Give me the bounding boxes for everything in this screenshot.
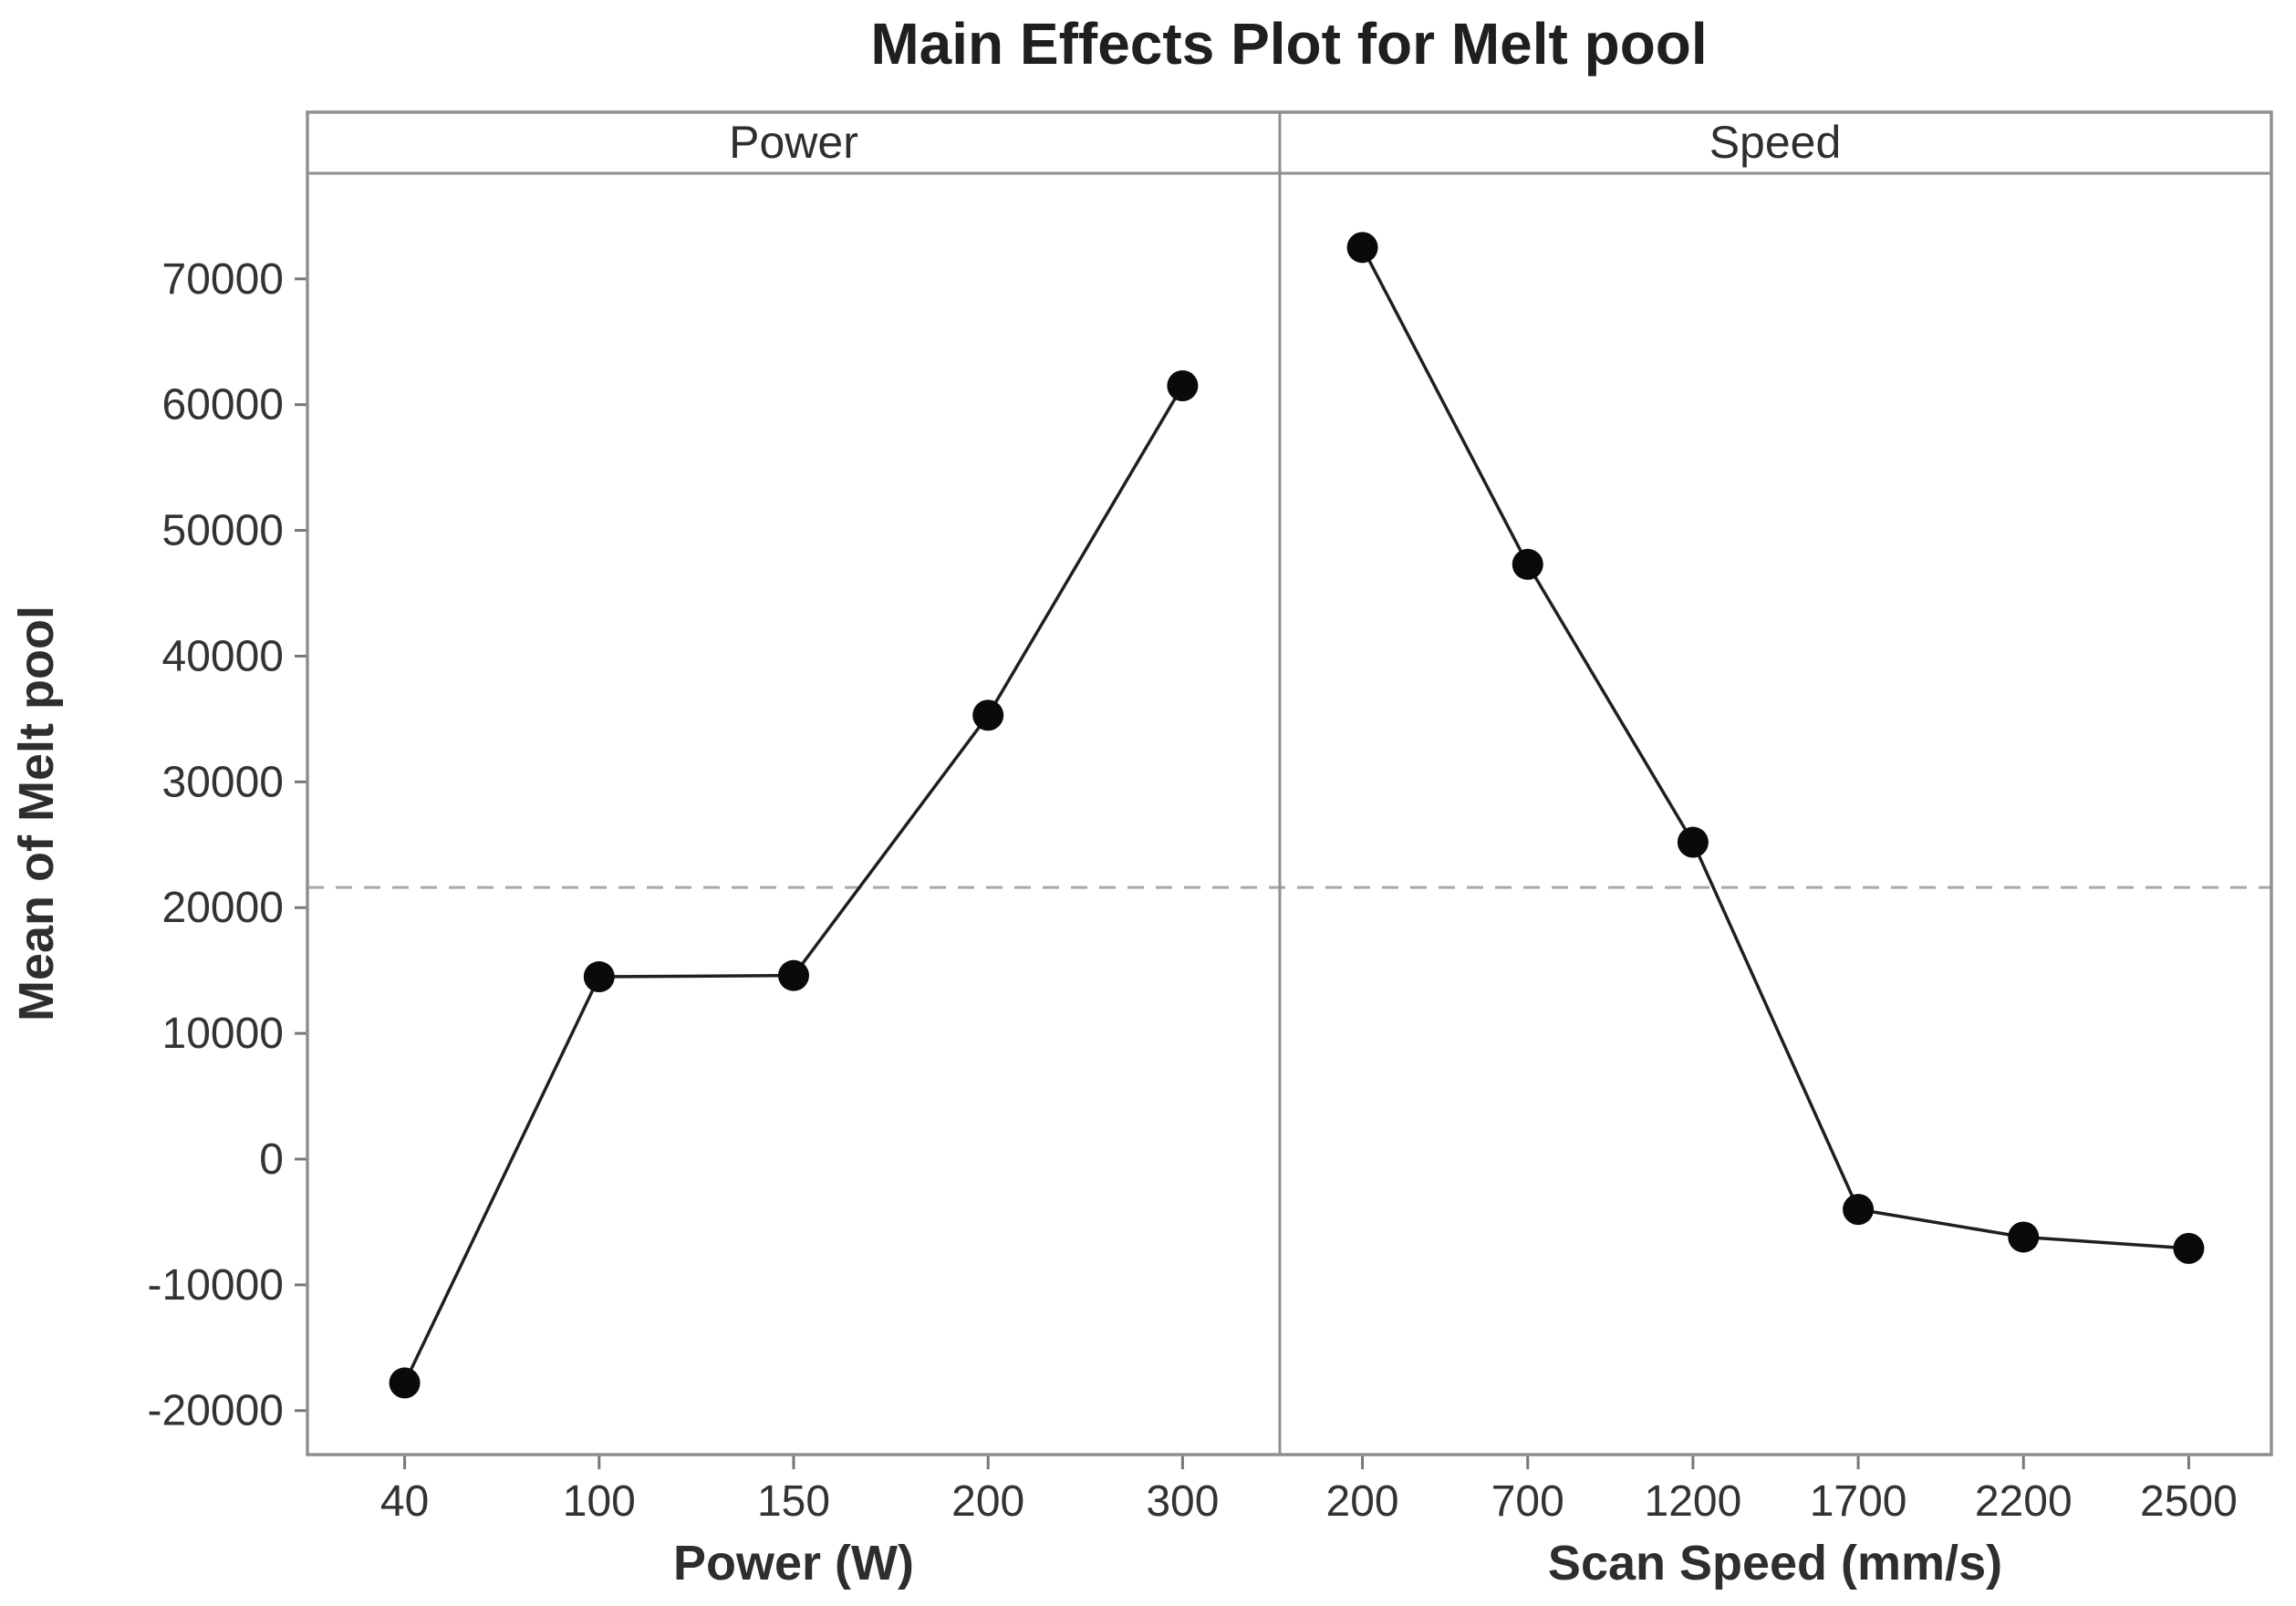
data-point (389, 1367, 421, 1399)
y-tick-label: -20000 (148, 1387, 284, 1435)
data-point (2173, 1232, 2205, 1264)
y-tick-label: 10000 (162, 1010, 284, 1058)
y-tick-label: 40000 (162, 632, 284, 680)
data-point (1167, 370, 1199, 402)
y-tick-label: 70000 (162, 255, 284, 304)
x-tick-label: 150 (757, 1477, 830, 1526)
data-point (1512, 548, 1543, 580)
data-point (972, 699, 1004, 731)
y-tick-label: 30000 (162, 758, 284, 806)
speed-series-line (1361, 246, 2189, 1250)
x-axis-title-speed: Scan Speed (mm/s) (1548, 1536, 2002, 1590)
y-axis-title: Mean of Melt pool (9, 606, 64, 1021)
data-point (1843, 1194, 1875, 1226)
panel-header-speed: Speed (1709, 117, 1842, 168)
data-point (583, 961, 615, 993)
y-tick-label: 50000 (162, 507, 284, 555)
x-tick-label: 700 (1491, 1477, 1564, 1526)
plot-frame (306, 110, 2273, 1456)
x-tick-label: 1700 (1810, 1477, 1907, 1526)
x-tick-label: 100 (563, 1477, 636, 1526)
x-tick-label: 300 (1146, 1477, 1219, 1526)
y-tick-label: 60000 (162, 381, 284, 430)
x-axis-title-power: Power (W) (673, 1536, 914, 1590)
x-tick-label: 40 (380, 1477, 429, 1526)
x-tick-label: 200 (1326, 1477, 1399, 1526)
power-series-line (403, 385, 1184, 1384)
x-tick-label: 2200 (1975, 1477, 2073, 1526)
data-point (1677, 826, 1709, 858)
y-tick-label: 0 (259, 1135, 284, 1184)
panel-header-power: Power (729, 117, 858, 168)
data-point (778, 959, 809, 991)
chart-title: Main Effects Plot for Melt pool (870, 11, 1707, 77)
y-tick-label: 20000 (162, 884, 284, 932)
x-tick-label: 2500 (2140, 1477, 2238, 1526)
x-tick-label: 200 (951, 1477, 1024, 1526)
y-tick-label: -10000 (148, 1261, 284, 1310)
x-tick-label: 1200 (1645, 1477, 1742, 1526)
data-point (2008, 1221, 2040, 1253)
data-point (1346, 232, 1378, 264)
